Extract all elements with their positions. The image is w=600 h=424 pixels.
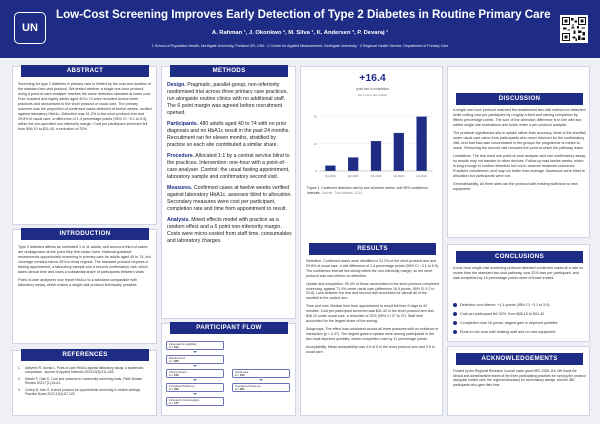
participant-flow-heading: PARTICIPANT FLOW xyxy=(170,322,288,334)
conclusions-card: CONCLUSIONS A one-hour single-visit scre… xyxy=(447,244,590,342)
acknowledgements-card: ACKNOWLEDGEMENTS Funded by the Regional … xyxy=(447,346,590,416)
flow-box-completed-usual: Completed follow-up n = 221 xyxy=(232,383,290,392)
author-list: A. Rahman ¹, J. Okonkwo ², M. Silva ¹, K… xyxy=(211,30,389,36)
figure-caption: Figure 1. Confirmed detection rate by ar… xyxy=(307,186,428,195)
flow-arrow xyxy=(193,393,197,395)
results-heading: RESULTS xyxy=(309,243,436,255)
introduction-paragraph-1: Type 2 diabetes affects an estimated 1 i… xyxy=(18,245,151,274)
flow-arrow xyxy=(193,365,197,367)
references-heading: REFERENCES xyxy=(21,349,149,361)
figure-source: Source: Trial dataset, 2024. xyxy=(321,190,363,195)
flow-arrow xyxy=(259,379,263,381)
discussion-text: A single one-hour protocol matched the e… xyxy=(453,108,586,195)
methods-measures: Measures. Confirmed cases at twelve week… xyxy=(167,185,292,212)
flow-box-assessed: Assessed for eligibility n = 612 xyxy=(166,341,224,350)
results-subgroups: Subgroups. The effect was consistent acr… xyxy=(306,326,439,341)
x-tick-label: Q3 2023 xyxy=(371,174,382,178)
abstract-heading: ABSTRACT xyxy=(21,65,149,77)
x-tick-label: Q1 2023 xyxy=(325,174,336,178)
poster-title: Low-Cost Screening Improves Early Detect… xyxy=(56,8,551,21)
methods-participants: Participants. 480 adults aged 40 to 74 w… xyxy=(167,121,290,148)
y-tick-label: 20 xyxy=(314,115,318,119)
discussion-heading: DISCUSSION xyxy=(456,93,583,105)
reference-list: 1. Adeyemi R, Novak L. Point-of-care HbA1… xyxy=(18,366,152,398)
conclusion-item: Runs in role hour with existing staff an… xyxy=(453,330,586,334)
discussion-paragraph-2: The practical significance sits in uptak… xyxy=(453,131,586,150)
chart-subtitle: 6% in time has picked xyxy=(357,93,388,97)
chart-bar xyxy=(370,141,382,171)
reference-item: 2. Marchi F, Osei K. Cost and outcome in … xyxy=(18,376,143,386)
university-logo: UN xyxy=(14,12,46,44)
y-tick-label: 10 xyxy=(314,142,318,146)
reference-item: 1. Adeyemi R, Novak L. Point-of-care HbA1… xyxy=(18,366,144,375)
discussion-card: DISCUSSION A single one-hour protocol ma… xyxy=(447,66,590,238)
abstract-card: ABSTRACT Screening for type 2 diabetes i… xyxy=(12,65,157,225)
bullet-icon xyxy=(453,312,457,316)
discussion-paragraph-1: A single one-hour protocol matched the e… xyxy=(453,108,586,127)
conclusion-item: Cost per participant fell 32%, from $46.… xyxy=(453,312,586,316)
abstract-text: Screening for type 2 diabetes in primary… xyxy=(18,82,152,131)
methods-text: Design. Pragmatic, parallel-group, non-i… xyxy=(167,82,293,249)
bullet-icon xyxy=(453,330,457,334)
poster-header: UN Low-Cost Screening Improves Early Det… xyxy=(0,0,600,58)
flow-box-completed-short: Completed follow-up n = 229 xyxy=(166,383,224,392)
methods-design: Design. Pragmatic, parallel-group, non-i… xyxy=(167,82,288,116)
results-uptake: Uptake and completion. 95.4% of those ra… xyxy=(306,281,439,301)
flow-box-final-analysis: Included in final analysis n = 477 xyxy=(166,397,224,406)
reference-item: 3. Corley M, Han S. A short protocol for … xyxy=(18,387,141,397)
flow-box-randomised: Randomised n = 480 xyxy=(166,355,224,364)
flow-arrow xyxy=(193,351,197,353)
introduction-heading: INTRODUCTION xyxy=(21,228,149,240)
bullet-icon xyxy=(453,321,457,325)
detection-bar-chart: 0 10 20 Q1 2023 Q2 2023 Q3 2023 Q4 2023 Q1 2024 xyxy=(314,115,433,178)
results-time-cost: Time and cost. Median time from appointm… xyxy=(306,304,434,323)
headline-statistic: +16.4 xyxy=(359,72,386,84)
introduction-card: INTRODUCTION Type 2 diabetes affects an … xyxy=(12,228,157,344)
methods-analysis: Analysis. Mixed effects model with pract… xyxy=(167,217,292,244)
participant-flow-card: PARTICIPANT FLOW Assessed for eligibilit… xyxy=(161,322,296,416)
discussion-paragraph-4: Generalisability. All three sites ran th… xyxy=(453,182,578,191)
conclusion-item: Detection non-inferior: +1.4 points (95%… xyxy=(453,303,586,307)
chart-bar xyxy=(325,165,336,171)
introduction-paragraph-2: Point-of-care analysers now report HbA1c… xyxy=(18,278,138,287)
results-detection: Detection. Confirmed cases were identifi… xyxy=(306,259,439,278)
y-tick-label: 0 xyxy=(315,169,317,173)
acknowledgements-heading: ACKNOWLEDGEMENTS xyxy=(456,353,583,365)
results-text: Detection. Confirmed cases were identifi… xyxy=(306,259,439,357)
discussion-paragraph-3: Limitations. The trial used one point-of… xyxy=(453,154,586,178)
chart-bar xyxy=(348,157,359,171)
bullet-icon xyxy=(453,303,457,307)
headline-statistic-label: point rise in completion xyxy=(356,87,389,91)
chart-bar xyxy=(393,132,404,171)
conclusion-item: Completion rose 16 points, largest gain … xyxy=(453,321,586,325)
conclusions-heading: CONCLUSIONS xyxy=(456,251,583,263)
flow-box-short-protocol: Short protocol n = 240 xyxy=(166,369,224,378)
introduction-text: Type 2 diabetes affects an estimated 1 i… xyxy=(18,245,152,291)
methods-procedure: Procedure. Allocated 1:1 by a central se… xyxy=(167,153,290,180)
references-card: REFERENCES 1. Adeyemi R, Novak L. Point-o… xyxy=(12,349,157,416)
x-tick-label: Q4 2023 xyxy=(393,174,404,178)
chart-bar xyxy=(416,116,427,171)
conclusions-text: A one-hour single-visit screening protoc… xyxy=(453,266,584,280)
results-card: +16.4 point rise in completion 6% in tim… xyxy=(300,66,443,416)
affiliations: 1 School of Population Health, Northgate… xyxy=(151,44,449,48)
flow-box-usual-care: Usual care n = 240 xyxy=(232,369,290,378)
methods-card: METHODS Design. Pragmatic, parallel-grou… xyxy=(161,65,296,319)
qr-code-icon xyxy=(560,15,588,43)
x-tick-label: Q2 2023 xyxy=(348,174,359,178)
methods-heading: METHODS xyxy=(170,65,288,77)
results-acceptability: Acceptability. Mean acceptability was 4.… xyxy=(306,344,435,354)
acknowledgements-text: Funded by the Regional Research Council … xyxy=(453,369,586,387)
flow-arrow xyxy=(193,379,197,381)
x-tick-label: Q1 2024 xyxy=(416,174,427,178)
